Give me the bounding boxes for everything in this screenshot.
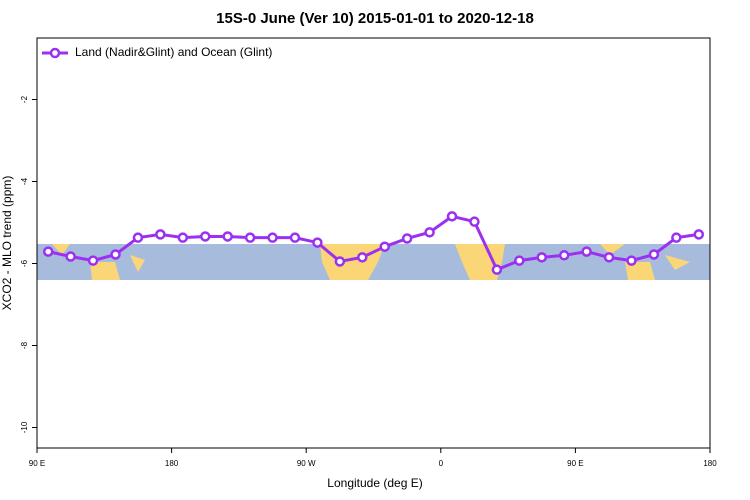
- plot-frame: [36, 37, 711, 449]
- point: [312, 237, 323, 248]
- y-tick-label: -2: [20, 95, 29, 103]
- point: [693, 229, 705, 240]
- x-tick-label: 90 E: [29, 459, 45, 468]
- point: [65, 251, 76, 262]
- point: [244, 232, 256, 243]
- point: [334, 256, 346, 267]
- chart-title: 15S-0 June (Ver 10) 2015-01-01 to 2020-1…: [216, 10, 534, 27]
- y-tick-label: -6: [20, 259, 29, 267]
- point: [581, 246, 592, 257]
- point: [155, 229, 166, 240]
- point: [87, 255, 99, 266]
- point: [289, 232, 301, 243]
- point: [424, 227, 435, 238]
- point: [110, 249, 121, 260]
- point: [132, 232, 144, 243]
- point: [446, 211, 458, 222]
- x-tick-label: 90 E: [567, 459, 583, 468]
- x-axis-label: Longitude (deg E): [327, 476, 422, 490]
- point: [379, 241, 390, 252]
- point: [603, 252, 615, 263]
- map-band: [37, 244, 710, 280]
- y-axis-label: XCO2 - MLO trend (ppm): [0, 176, 14, 311]
- point: [514, 255, 525, 266]
- point: [42, 246, 54, 257]
- point: [491, 264, 503, 275]
- x-tick-label: 180: [703, 459, 717, 468]
- point: [626, 255, 637, 266]
- point: [177, 232, 189, 243]
- point: [200, 231, 211, 242]
- point: [469, 216, 480, 227]
- point: [401, 233, 413, 244]
- point: [558, 250, 570, 261]
- point: [357, 252, 368, 263]
- x-tick-label: 90 W: [297, 459, 316, 468]
- point: [671, 232, 682, 243]
- y-tick-label: -10: [20, 421, 29, 433]
- y-tick-label: -8: [20, 341, 29, 349]
- x-tick-label: 0: [439, 459, 444, 468]
- point: [267, 232, 278, 243]
- point: [648, 249, 660, 260]
- y-tick-label: -4: [20, 177, 29, 185]
- legend-marker: [49, 47, 61, 59]
- x-tick-label: 180: [165, 459, 179, 468]
- point: [222, 231, 233, 242]
- point: [536, 252, 547, 263]
- legend-label: Land (Nadir&Glint) and Ocean (Glint): [75, 45, 272, 59]
